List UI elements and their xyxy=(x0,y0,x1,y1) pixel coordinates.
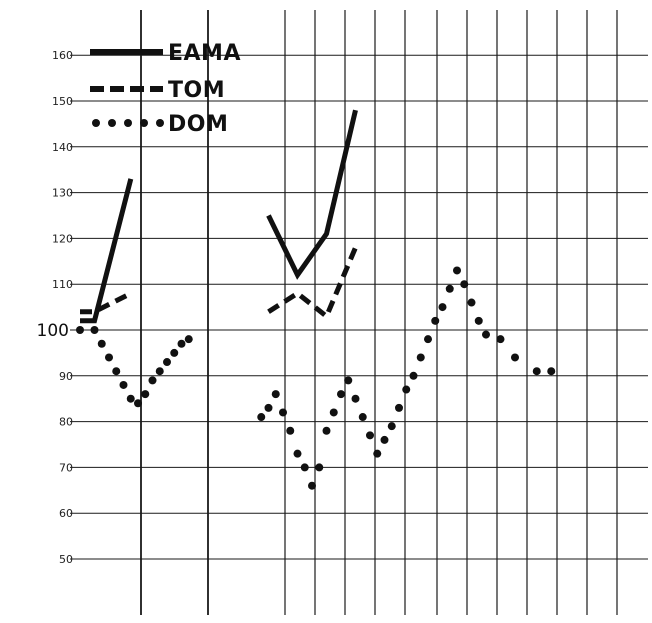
point-dom-26 xyxy=(264,403,273,412)
point-dom-27 xyxy=(271,390,280,399)
point-dom-7 xyxy=(126,394,135,403)
y-tick-label-150: 150 xyxy=(52,95,73,108)
legend-swatch-dom-3 xyxy=(140,119,148,127)
chart-grid xyxy=(70,10,648,615)
point-dom-36 xyxy=(337,390,345,399)
y-tick-label-60: 60 xyxy=(59,507,73,520)
legend-swatch-dom-4 xyxy=(156,119,164,127)
legend-label-eama: EAMA xyxy=(168,41,241,66)
point-dom-50 xyxy=(438,303,447,312)
point-dom-32 xyxy=(308,481,316,490)
point-dom-37 xyxy=(344,376,353,385)
point-dom-55 xyxy=(474,316,483,325)
point-dom-52 xyxy=(453,266,461,275)
point-dom-49 xyxy=(431,316,440,325)
legend-label-tom: TOM xyxy=(168,78,225,103)
point-dom-11 xyxy=(155,367,164,376)
y-tick-label-80: 80 xyxy=(59,416,73,429)
chart-series xyxy=(76,109,556,490)
point-dom-39 xyxy=(358,413,367,422)
point-dom-43 xyxy=(387,422,396,431)
y-tick-label-130: 130 xyxy=(52,187,73,200)
y-tick-label-100: 100 xyxy=(37,321,69,341)
point-dom-53 xyxy=(460,280,469,289)
legend-label-dom: DOM xyxy=(168,112,228,137)
point-dom-6 xyxy=(119,380,128,389)
point-dom-41 xyxy=(373,449,382,458)
point-dom-45 xyxy=(402,385,411,394)
legend-item-eama: EAMA xyxy=(90,41,241,66)
series-eama xyxy=(80,109,358,324)
point-dom-35 xyxy=(329,408,338,417)
point-dom-29 xyxy=(286,426,295,435)
point-dom-65 xyxy=(547,367,556,376)
point-dom-54 xyxy=(467,298,476,307)
line-tom-segment-0 xyxy=(80,291,132,315)
y-tick-label-140: 140 xyxy=(52,141,73,154)
point-dom-47 xyxy=(416,353,425,362)
legend-swatch-dom-2 xyxy=(124,119,132,127)
point-dom-4 xyxy=(105,353,113,362)
y-tick-label-110: 110 xyxy=(52,278,73,291)
point-dom-63 xyxy=(532,367,541,376)
y-tick-label-160: 160 xyxy=(52,49,73,62)
point-dom-34 xyxy=(322,426,331,435)
point-dom-51 xyxy=(445,284,454,293)
chart-legend: EAMA TOM DOM xyxy=(90,41,241,137)
point-dom-31 xyxy=(300,463,309,472)
point-dom-9 xyxy=(141,390,150,399)
point-dom-0 xyxy=(76,326,84,334)
point-dom-38 xyxy=(351,394,360,403)
point-dom-10 xyxy=(148,376,157,385)
point-dom-5 xyxy=(112,367,121,376)
y-axis-ticks: 160 150 140 130 120 110 100 90 80 70 60 50 xyxy=(37,49,73,566)
y-tick-label-90: 90 xyxy=(59,370,73,383)
point-dom-48 xyxy=(424,335,432,344)
point-dom-2 xyxy=(90,326,99,334)
y-tick-label-50: 50 xyxy=(59,553,73,566)
series-dom xyxy=(76,266,556,490)
point-dom-8 xyxy=(134,399,142,408)
point-dom-30 xyxy=(293,449,302,458)
point-dom-56 xyxy=(482,330,490,339)
legend-swatch-dom-1 xyxy=(108,119,116,127)
point-dom-28 xyxy=(279,408,287,417)
point-dom-40 xyxy=(366,431,374,440)
y-tick-label-70: 70 xyxy=(59,461,73,474)
point-dom-3 xyxy=(97,339,106,348)
legend-item-tom: TOM xyxy=(90,78,225,103)
point-dom-12 xyxy=(163,358,171,367)
legend-swatch-dom-0 xyxy=(92,119,100,127)
line-eama-segment-1 xyxy=(266,109,358,280)
point-dom-33 xyxy=(315,463,324,472)
y-tick-label-120: 120 xyxy=(52,232,73,245)
point-dom-44 xyxy=(395,403,403,412)
point-dom-15 xyxy=(184,335,193,344)
point-dom-58 xyxy=(496,335,505,344)
point-dom-60 xyxy=(511,353,519,362)
series-tom xyxy=(80,246,358,321)
point-dom-25 xyxy=(257,413,266,422)
point-dom-46 xyxy=(409,371,418,380)
legend-item-dom: DOM xyxy=(92,112,228,137)
point-dom-13 xyxy=(170,348,179,357)
line-eama-segment-0 xyxy=(80,178,134,324)
point-dom-14 xyxy=(177,339,186,348)
point-dom-42 xyxy=(380,435,389,444)
